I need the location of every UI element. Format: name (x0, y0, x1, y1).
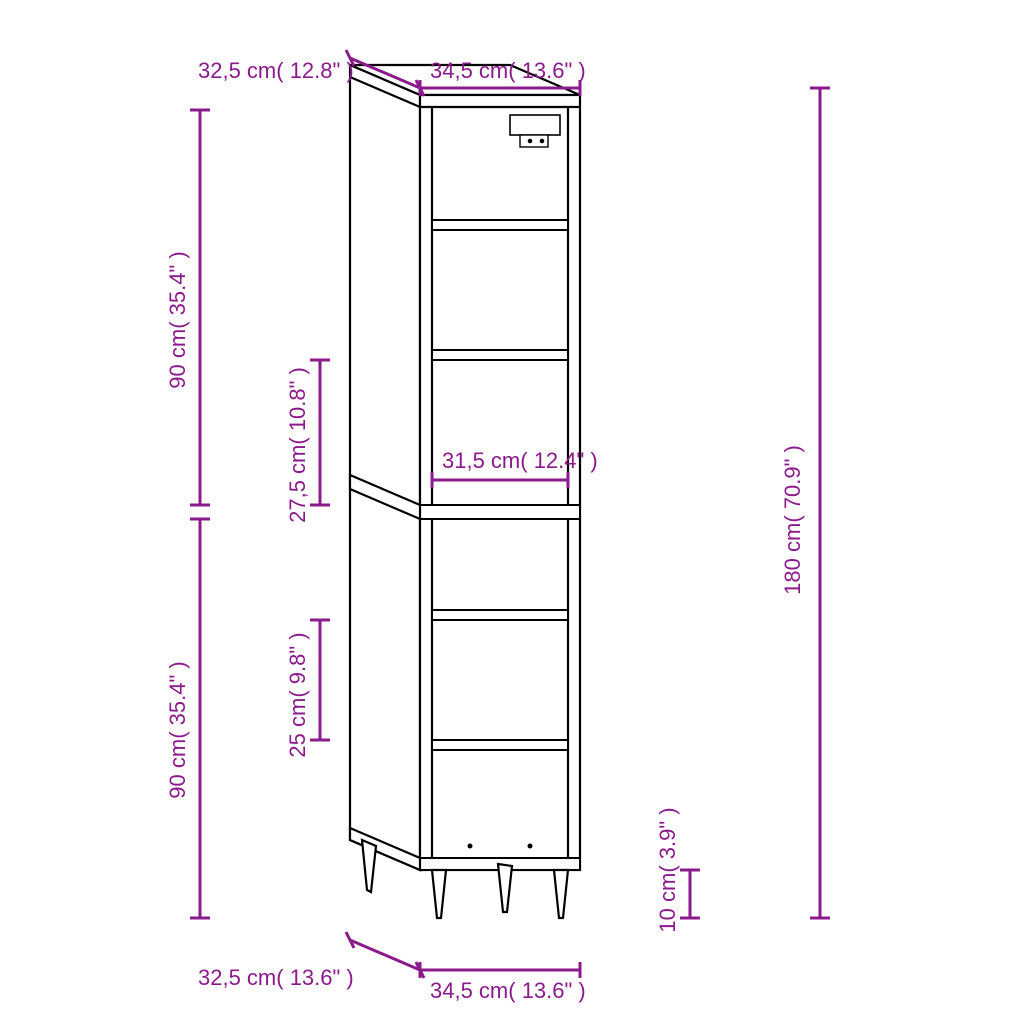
label-inner-width: 31,5 cm( 12.4" ) (442, 448, 598, 473)
dim-upper-half: 90 cm( 35.4" ) (165, 110, 210, 505)
label-shelf-gap-lower: 25 cm( 9.8" ) (285, 632, 310, 757)
label-bottom-depth: 32,5 cm( 13.6" ) (198, 965, 354, 990)
dim-bottom-width: 34,5 cm( 13.6" ) (420, 962, 586, 1003)
dim-shelf-gap-upper: 27,5 cm( 10.8" ) (285, 360, 330, 523)
dim-lower-half: 90 cm( 35.4" ) (165, 519, 210, 918)
dim-bottom-depth: 32,5 cm( 13.6" ) (198, 932, 424, 990)
label-upper-half: 90 cm( 35.4" ) (165, 251, 190, 388)
dim-shelf-gap-lower: 25 cm( 9.8" ) (285, 620, 330, 758)
dim-full-height: 180 cm( 70.9" ) (780, 88, 830, 918)
label-bottom-width: 34,5 cm( 13.6" ) (430, 978, 586, 1003)
cabinet (350, 65, 580, 918)
label-leg-height: 10 cm( 3.9" ) (655, 807, 680, 932)
label-top-width: 34,5 cm( 13.6" ) (430, 58, 586, 83)
label-shelf-gap-upper: 27,5 cm( 10.8" ) (285, 367, 310, 523)
dim-leg-height: 10 cm( 3.9" ) (655, 807, 700, 932)
diagram-svg: 32,5 cm( 12.8" ) 34,5 cm( 13.6" ) 180 cm… (0, 0, 1024, 1024)
diagram-stage: 32,5 cm( 12.8" ) 34,5 cm( 13.6" ) 180 cm… (0, 0, 1024, 1024)
label-lower-half: 90 cm( 35.4" ) (165, 661, 190, 798)
label-top-depth: 32,5 cm( 12.8" ) (198, 58, 354, 83)
label-full-height: 180 cm( 70.9" ) (780, 445, 805, 595)
